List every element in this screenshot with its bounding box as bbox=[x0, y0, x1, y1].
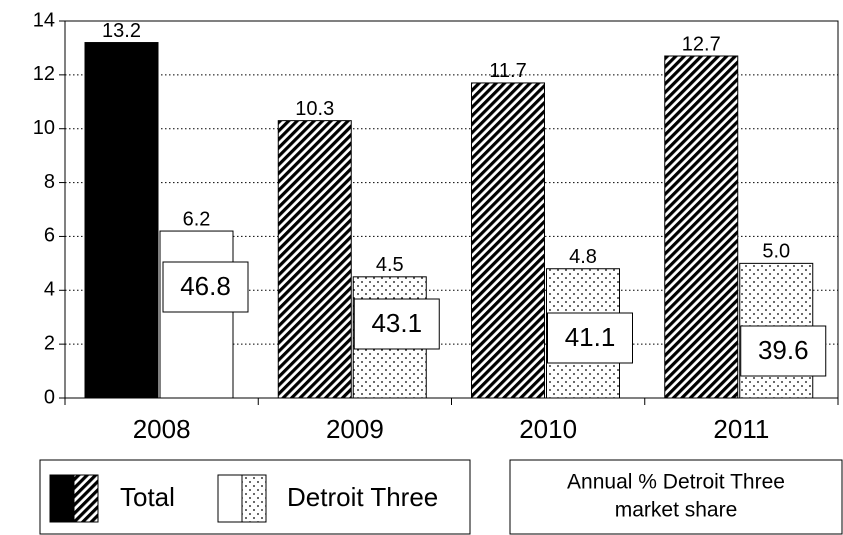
value-label: 4.8 bbox=[569, 246, 597, 268]
annotation: market share bbox=[615, 499, 738, 522]
bar bbox=[277, 120, 352, 399]
annotation: Annual % Detroit Three bbox=[567, 471, 785, 494]
share-box bbox=[547, 312, 633, 364]
bar bbox=[664, 55, 739, 399]
share-label: 43.1 bbox=[371, 308, 422, 338]
y-tick-label: 0 bbox=[44, 386, 55, 408]
value-label: 4.5 bbox=[376, 254, 404, 276]
y-tick-label: 12 bbox=[33, 63, 55, 85]
y-tick-label: 6 bbox=[44, 225, 55, 247]
legend-label: Total bbox=[120, 482, 175, 512]
share-box bbox=[162, 261, 249, 313]
bar bbox=[84, 42, 159, 399]
bar bbox=[159, 230, 234, 399]
x-tick-label: 2011 bbox=[713, 414, 769, 444]
y-tick-label: 4 bbox=[44, 279, 55, 301]
value-label: 12.7 bbox=[682, 33, 721, 55]
share-box bbox=[353, 298, 440, 350]
x-tick-label: 2008 bbox=[133, 414, 191, 444]
legend-label: Detroit Three bbox=[287, 482, 438, 512]
share-label: 41.1 bbox=[565, 322, 616, 352]
share-label: 39.6 bbox=[758, 335, 809, 365]
y-tick-label: 8 bbox=[44, 171, 55, 193]
legend-swatch bbox=[241, 474, 267, 523]
value-label: 11.7 bbox=[489, 60, 526, 82]
share-box bbox=[740, 325, 827, 377]
annotation-box bbox=[509, 459, 843, 535]
y-tick-label: 10 bbox=[33, 117, 55, 139]
value-label: 6.2 bbox=[183, 208, 211, 230]
value-label: 13.2 bbox=[102, 20, 141, 42]
legend-swatch bbox=[49, 474, 75, 523]
y-tick-label: 14 bbox=[33, 9, 55, 31]
legend-swatch bbox=[217, 474, 243, 523]
x-tick-label: 2009 bbox=[326, 414, 384, 444]
value-label: 10.3 bbox=[295, 98, 334, 120]
bar bbox=[471, 82, 545, 399]
value-label: 5.0 bbox=[762, 241, 790, 263]
share-label: 46.8 bbox=[180, 271, 231, 301]
x-tick-label: 2010 bbox=[519, 414, 577, 444]
legend-swatch bbox=[73, 474, 99, 523]
y-tick-label: 2 bbox=[44, 332, 55, 354]
